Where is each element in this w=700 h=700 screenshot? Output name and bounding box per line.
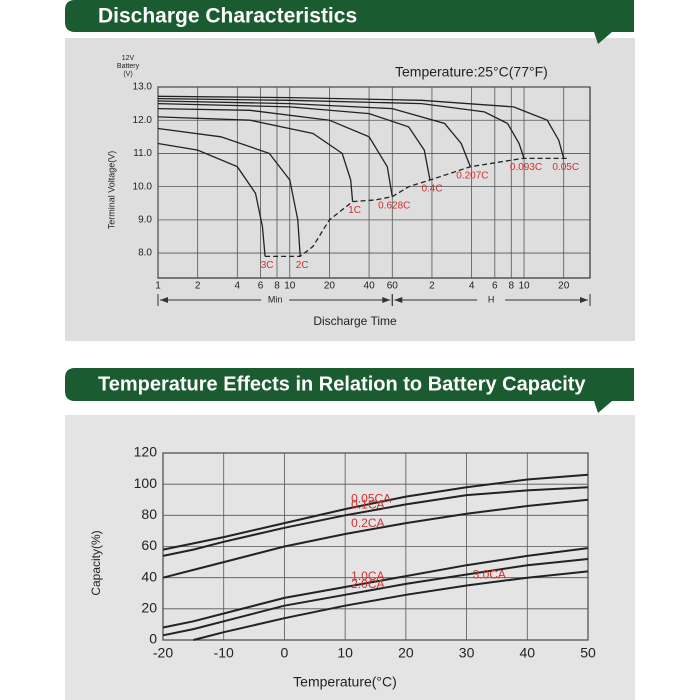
- series-label: 3C: [261, 260, 274, 271]
- x-tick-label: 20: [324, 281, 336, 292]
- series-label: 0.1CA: [351, 498, 384, 512]
- x-tick-label: 8: [508, 281, 514, 292]
- x-tick-label: 50: [580, 645, 596, 661]
- y-tick-label: 80: [141, 506, 157, 522]
- series-label: 0.05C: [552, 162, 579, 173]
- annotation: Temperature:25°C(77°F): [395, 64, 548, 80]
- series-label: 0.2CA: [351, 516, 384, 530]
- x-tick-label: 40: [519, 645, 535, 661]
- x-tick-label: 4: [235, 281, 241, 292]
- x-tick-label: 10: [284, 281, 296, 292]
- series-label: 0.093C: [510, 162, 542, 173]
- x-tick-label: 8: [274, 281, 280, 292]
- x-axis-title: Discharge Time: [313, 314, 397, 328]
- series-line: [162, 547, 589, 629]
- series-line: [157, 116, 354, 202]
- x-tick-label: 1: [155, 281, 161, 292]
- series-label: 0.628C: [378, 200, 410, 211]
- y-unit: 12V: [122, 55, 135, 62]
- y-tick-label: 60: [141, 537, 157, 553]
- series-line: [162, 498, 589, 579]
- x-tick-label: 20: [398, 645, 414, 661]
- series-line: [162, 486, 589, 557]
- y-tick-label: 8.0: [138, 248, 152, 259]
- x-tick-label: 2: [195, 281, 201, 292]
- range-label: H: [488, 294, 495, 304]
- y-tick-label: 100: [134, 475, 158, 491]
- x-axis-title: Temperature(°C): [293, 674, 397, 690]
- x-tick-label: 2: [429, 281, 435, 292]
- x-tick-label: 10: [518, 281, 530, 292]
- y-tick-label: 120: [134, 444, 158, 460]
- y-tick-label: 11.0: [133, 148, 152, 159]
- series-line: [157, 107, 393, 197]
- series-line: [157, 127, 301, 257]
- series-label: 2.0CA: [351, 577, 384, 591]
- series-line: [162, 558, 589, 637]
- series-label: 1C: [348, 205, 361, 216]
- series-line: [157, 142, 266, 257]
- x-tick-label: 0: [281, 645, 289, 661]
- panel: [65, 38, 635, 341]
- header-band: [65, 368, 634, 413]
- x-tick-label: 30: [459, 645, 475, 661]
- series-line: [157, 100, 472, 167]
- series-label: 2C: [296, 260, 309, 271]
- x-tick-label: 6: [258, 281, 264, 292]
- y-tick-label: 12.0: [133, 115, 153, 126]
- series-line: [162, 473, 589, 551]
- y-axis-title: Terminal Voltage(V): [106, 151, 116, 230]
- plot: 8.09.010.011.012.013.01 2 4 6 8 10 20 40 60 2 4 6 8 1…: [106, 55, 591, 328]
- series-line: [157, 102, 431, 181]
- range-label: Min: [268, 294, 283, 304]
- x-tick-label: 60: [387, 281, 399, 292]
- x-tick-label: 4: [469, 281, 475, 292]
- series-label: 0.207C: [456, 170, 488, 181]
- series-label: 1.0CA: [351, 569, 384, 583]
- x-tick-label: 20: [558, 281, 570, 292]
- y-tick-label: 13.0: [133, 82, 153, 93]
- panel: [65, 415, 635, 700]
- x-tick-label: 6: [492, 281, 498, 292]
- y-tick-label: 9.0: [138, 215, 152, 226]
- y-unit: Battery: [117, 63, 140, 70]
- series-label: 0.4C: [421, 184, 442, 195]
- x-tick-label: -10: [214, 645, 234, 661]
- series-line: [265, 157, 569, 258]
- header-band: [65, 0, 634, 44]
- series-label: 3.0CA: [473, 568, 506, 582]
- series-line: [193, 570, 589, 641]
- x-tick-label: 40: [364, 281, 376, 292]
- y-axis-title: Capacity(%): [89, 530, 103, 595]
- x-tick-label: 10: [337, 645, 353, 661]
- series-line: [157, 97, 525, 159]
- chart-title: Discharge Characteristics: [98, 5, 357, 28]
- label-bg: [477, 294, 506, 306]
- label-bg: [261, 294, 290, 306]
- y-tick-label: 40: [141, 568, 157, 584]
- y-tick-label: 0: [149, 631, 157, 647]
- y-tick-label: 10.0: [133, 181, 153, 192]
- series-label: 0.05CA: [351, 491, 391, 505]
- y-unit: (V): [123, 71, 132, 78]
- series-line: [157, 95, 565, 159]
- chart-title: Temperature Effects in Relation to Batte…: [98, 373, 586, 395]
- y-tick-label: 20: [141, 600, 157, 616]
- x-tick-label: -20: [153, 645, 173, 661]
